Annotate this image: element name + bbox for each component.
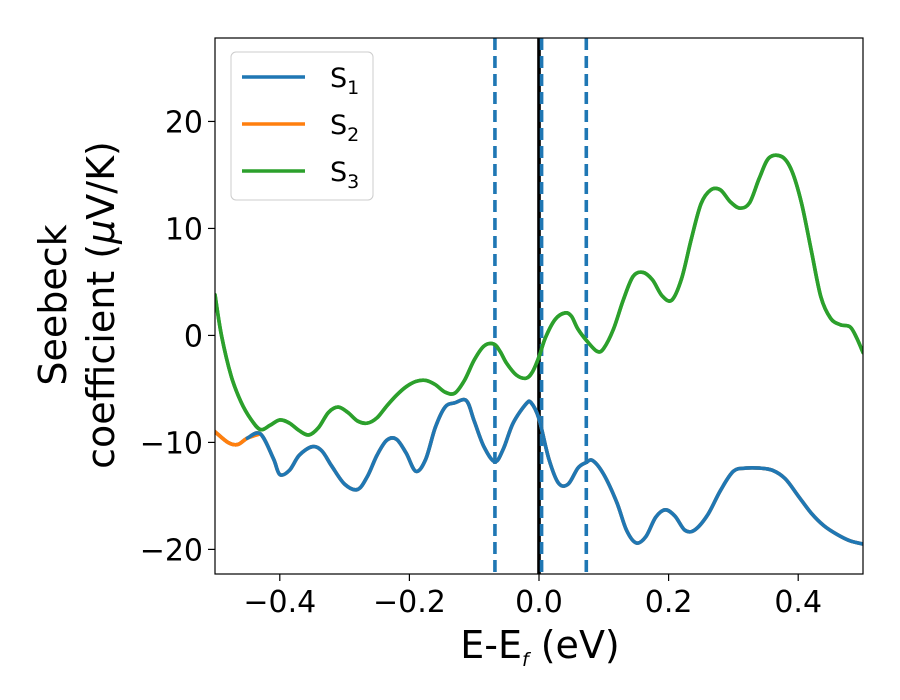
- x-tick-label: −0.4: [243, 585, 316, 620]
- legend-label-s2: S2: [330, 110, 359, 146]
- legend-items: S1 S2 S3: [242, 63, 359, 193]
- y-tick-label: −20: [140, 533, 203, 568]
- series-line-s3-top: [215, 153, 863, 437]
- x-tick-label: −0.2: [373, 585, 446, 620]
- y-tick-label: −10: [140, 426, 203, 461]
- legend-label-s1: S1: [330, 63, 359, 99]
- series-line-s1-visible: [245, 397, 863, 546]
- legend: S1 S2 S3: [230, 51, 374, 201]
- y-axis-label-line2: coefficient (μV/K): [79, 141, 123, 469]
- x-tick-label: 0.0: [515, 585, 563, 620]
- plot-content: [215, 38, 863, 574]
- x-tick-label: 0.4: [774, 585, 822, 620]
- y-tick-label: 20: [165, 105, 203, 140]
- y-tick-label: 10: [165, 212, 203, 247]
- axis-ticks: −0.4 −0.2 0.0 0.2 0.4 −20 −10 0 10 20: [140, 105, 822, 620]
- x-tick-label: 0.2: [645, 585, 693, 620]
- legend-box: [230, 51, 374, 201]
- x-axis-label: E-Ef (eV): [460, 623, 620, 671]
- y-tick-label: 0: [184, 319, 203, 354]
- legend-label-s3: S3: [330, 157, 359, 193]
- y-axis-label-line1: Seebeck: [31, 224, 75, 385]
